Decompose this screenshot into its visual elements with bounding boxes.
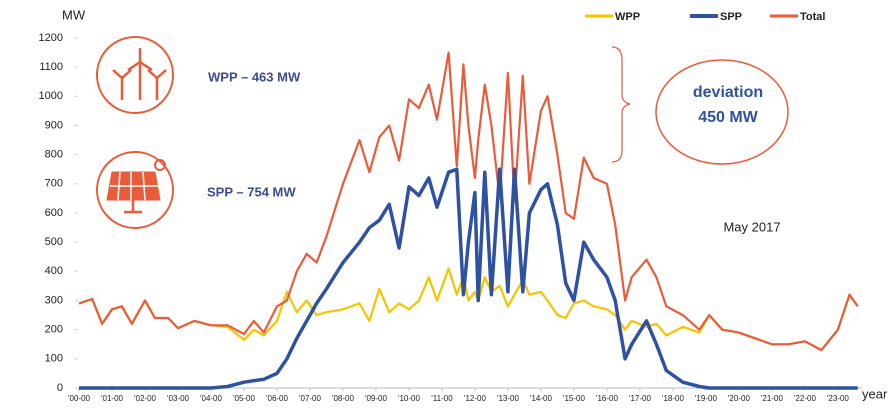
- annotation: 450 MW: [698, 109, 758, 126]
- y-tick-label: 1000: [39, 90, 63, 102]
- x-axis-label: year: [862, 386, 888, 401]
- y-tick-label: 500: [45, 236, 63, 248]
- x-tick-label: '07-00: [299, 394, 322, 403]
- x-tick-label: '19-00: [695, 394, 718, 403]
- solar-icon: [96, 151, 174, 229]
- y-tick-label: 900: [45, 119, 63, 131]
- y-tick-label: 200: [45, 324, 63, 336]
- x-tick-label: '03-00: [167, 394, 190, 403]
- x-tick-label: '20-00: [728, 394, 751, 403]
- annotation: SPP – 754 MW: [207, 184, 296, 199]
- x-tick-label: '22-00: [794, 394, 817, 403]
- x-tick-label: '13-00: [497, 394, 520, 403]
- x-tick-label: '10-00: [398, 394, 421, 403]
- x-tick-label: '06-00: [266, 394, 289, 403]
- annotation: May 2017: [723, 219, 780, 234]
- x-tick-label: '17-00: [629, 394, 652, 403]
- x-tick-label: '23-00: [827, 394, 850, 403]
- annotation: deviation: [693, 84, 763, 101]
- legend-label: Total: [800, 11, 825, 23]
- y-tick-label: 400: [45, 265, 63, 277]
- y-tick-label: 1100: [39, 61, 63, 73]
- x-tick-label: '00-00: [68, 394, 91, 403]
- x-tick-label: '09-00: [365, 394, 388, 403]
- x-tick-label: '12-00: [464, 394, 487, 403]
- x-tick-label: '18-00: [662, 394, 685, 403]
- x-tick-label: '01-00: [101, 394, 124, 403]
- legend-label: WPP: [615, 11, 640, 23]
- y-tick-label: 1200: [39, 32, 63, 44]
- series-line: [78, 267, 859, 352]
- legend-label: SPP: [720, 11, 742, 23]
- x-tick-label: '16-00: [596, 394, 619, 403]
- wind-icon: [96, 36, 174, 114]
- x-tick-label: '02-00: [134, 394, 157, 403]
- series-line: [79, 167, 858, 390]
- x-tick-label: '15-00: [563, 394, 586, 403]
- y-tick-label: 600: [45, 207, 63, 219]
- x-tick-label: '04-00: [200, 394, 223, 403]
- series-line: [78, 51, 859, 352]
- y-tick-label: 100: [45, 353, 63, 365]
- annotation: WPP – 463 MW: [208, 69, 301, 84]
- y-axis-label: MW: [62, 7, 86, 22]
- y-tick-label: 0: [57, 382, 63, 394]
- x-tick-label: '08-00: [332, 394, 355, 403]
- deviation-ellipse: [655, 59, 789, 165]
- deviation-brace: [611, 46, 631, 163]
- y-tick-label: 800: [45, 149, 63, 161]
- x-tick-label: '05-00: [233, 394, 256, 403]
- x-tick-label: '11-00: [431, 394, 453, 403]
- x-tick-label: '21-00: [761, 394, 784, 403]
- x-tick-label: '14-00: [530, 394, 553, 403]
- y-tick-label: 700: [45, 178, 63, 190]
- y-tick-label: 300: [45, 294, 63, 306]
